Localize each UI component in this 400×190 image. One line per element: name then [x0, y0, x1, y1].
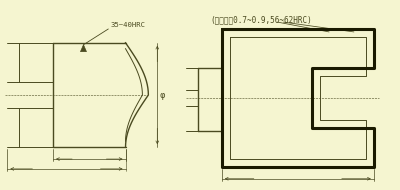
- Text: φ: φ: [159, 90, 165, 100]
- Text: (渗碳深度0.7~0.9,56~62HRC): (渗碳深度0.7~0.9,56~62HRC): [210, 15, 312, 24]
- Text: 35~40HRC: 35~40HRC: [110, 22, 145, 28]
- Polygon shape: [80, 45, 86, 52]
